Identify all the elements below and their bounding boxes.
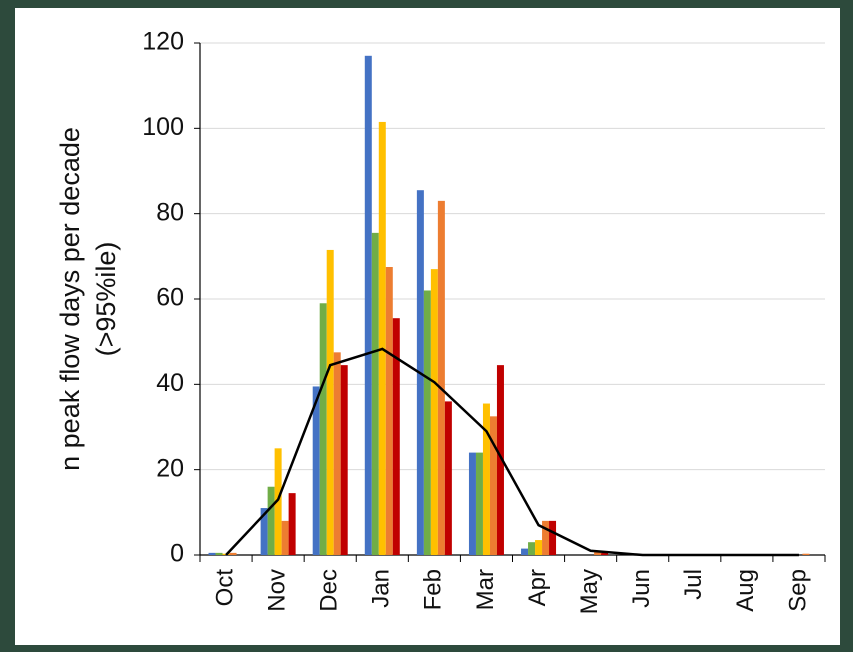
bar — [229, 552, 237, 555]
bar — [371, 232, 379, 555]
bar — [333, 352, 341, 555]
bar — [364, 55, 372, 556]
y-tick-label: 80 — [156, 198, 184, 226]
bar — [444, 401, 452, 555]
y-tick-label: 40 — [156, 369, 184, 397]
bar — [392, 318, 400, 555]
y-tick-label: 60 — [156, 284, 184, 312]
x-tick-label: Oct — [211, 569, 238, 607]
bar — [521, 548, 529, 555]
y-tick-label: 20 — [156, 454, 184, 482]
bar — [549, 520, 557, 555]
x-tick-label: Feb — [420, 569, 447, 610]
bar — [281, 520, 289, 555]
bar — [385, 267, 393, 555]
bar — [468, 452, 476, 555]
bar — [594, 550, 602, 555]
x-tick-label: Mar — [472, 569, 499, 610]
bar — [274, 448, 282, 555]
x-tick-label: Jun — [628, 569, 655, 608]
bar — [475, 452, 483, 555]
bar — [437, 200, 445, 555]
y-tick-label: 100 — [142, 113, 184, 141]
x-tick-label: Dec — [316, 569, 343, 612]
x-tick-label: Aug — [732, 569, 759, 612]
bar — [378, 121, 386, 555]
bar — [260, 508, 268, 555]
bar — [319, 303, 327, 555]
bar — [601, 552, 609, 555]
line — [225, 347, 799, 557]
y-axis-label: n peak flow days per decade — [55, 127, 85, 471]
x-tick-label: Nov — [263, 569, 290, 612]
bar — [496, 365, 504, 555]
bar — [215, 552, 223, 555]
bar — [528, 542, 536, 555]
bar — [340, 365, 348, 555]
x-tick-label: May — [576, 569, 603, 614]
bar — [208, 552, 216, 555]
bar — [430, 269, 438, 555]
bar — [542, 520, 550, 555]
y-axis-label: (>95%ile) — [91, 242, 121, 357]
y-tick-label: 0 — [170, 540, 184, 568]
x-tick-label: Sep — [784, 569, 811, 612]
bar — [489, 416, 497, 555]
bar — [423, 290, 431, 555]
bar — [288, 493, 296, 555]
bar — [326, 249, 334, 555]
x-tick-label: Apr — [524, 569, 551, 606]
y-tick-label: 120 — [142, 28, 184, 56]
bar — [535, 540, 543, 555]
x-tick-label: Jul — [680, 569, 707, 600]
bar — [267, 486, 275, 555]
x-tick-label: Jan — [368, 569, 395, 608]
bar — [482, 403, 490, 555]
bar — [802, 553, 810, 555]
bar — [312, 386, 320, 555]
